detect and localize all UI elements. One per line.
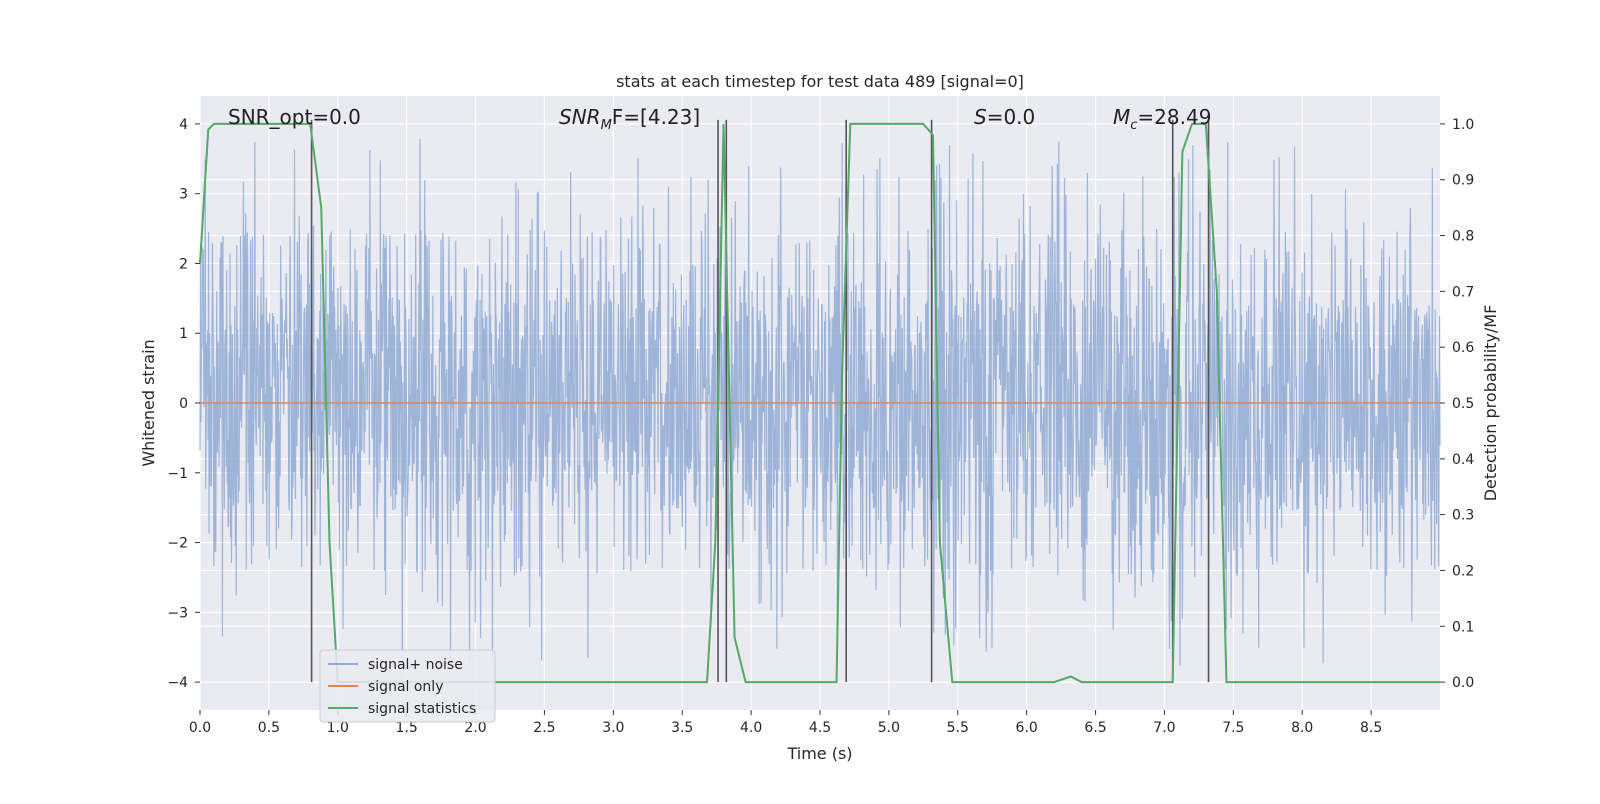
chart-title: stats at each timestep for test data 489… bbox=[616, 72, 1024, 91]
y-right-tick-label: 0.2 bbox=[1452, 563, 1474, 579]
x-tick-label: 7.0 bbox=[1153, 720, 1175, 736]
legend: signal+ noise signal only signal statist… bbox=[319, 649, 496, 723]
legend-label-signal-only: signal only bbox=[368, 679, 443, 695]
annotation-s: S=0.0 bbox=[974, 105, 1035, 129]
x-tick-label: 1.5 bbox=[396, 720, 418, 736]
annotation-mc: Mc=28.49 bbox=[1113, 105, 1211, 133]
x-tick-label: 3.5 bbox=[671, 720, 693, 736]
annotation-snr-mf-sub: M bbox=[601, 118, 612, 133]
y-left-ticks: −4 −3 −2 −1 0 1 2 3 4 bbox=[167, 117, 200, 691]
y-left-tick-label: 1 bbox=[179, 326, 188, 342]
x-tick-label: 4.5 bbox=[809, 720, 831, 736]
x-tick-label: 6.5 bbox=[1084, 720, 1106, 736]
y-right-tick-label: 0.5 bbox=[1452, 396, 1474, 412]
y-right-tick-label: 0.9 bbox=[1452, 173, 1474, 189]
x-tick-label: 8.0 bbox=[1291, 720, 1313, 736]
legend-box bbox=[319, 649, 496, 723]
annotation-mc-rest: =28.49 bbox=[1137, 105, 1211, 129]
y-left-tick-label: −1 bbox=[167, 466, 188, 482]
legend-label-signal-statistics: signal statistics bbox=[368, 701, 476, 717]
y-right-tick-label: 1.0 bbox=[1452, 117, 1474, 133]
y-left-tick-label: 4 bbox=[179, 117, 188, 133]
signal-statistics-series bbox=[199, 122, 1440, 684]
x-tick-label: 7.5 bbox=[1222, 720, 1244, 736]
x-tick-label: 2.0 bbox=[464, 720, 486, 736]
y-right-tick-label: 0.8 bbox=[1452, 229, 1474, 245]
annotation-s-main: S bbox=[974, 105, 987, 129]
y-left-tick-label: −4 bbox=[167, 675, 188, 691]
y-left-tick-label: −2 bbox=[167, 536, 188, 552]
y-right-tick-label: 0.3 bbox=[1452, 508, 1474, 524]
x-tick-label: 0.0 bbox=[189, 720, 211, 736]
annotation-s-rest: =0.0 bbox=[987, 105, 1036, 129]
legend-label-signal-noise: signal+ noise bbox=[368, 657, 463, 673]
signal-noise-series bbox=[199, 138, 1441, 667]
annotation-snr-mf-rest: F=[4.23] bbox=[612, 105, 700, 129]
x-tick-label: 5.0 bbox=[878, 720, 900, 736]
x-tick-label: 1.0 bbox=[327, 720, 349, 736]
x-tick-label: 6.0 bbox=[1016, 720, 1038, 736]
y-right-tick-label: 0.0 bbox=[1452, 675, 1474, 691]
y-right-tick-label: 0.4 bbox=[1452, 452, 1474, 468]
y-right-ticks: 0.0 0.1 0.2 0.3 0.4 0.5 0.6 0.7 0.8 0.9 1.0 bbox=[1440, 117, 1474, 691]
x-tick-label: 2.5 bbox=[533, 720, 555, 736]
y-left-tick-label: 2 bbox=[179, 256, 188, 272]
y-right-axis-label: Detection probability/MF bbox=[1481, 305, 1500, 502]
x-tick-label: 8.5 bbox=[1360, 720, 1382, 736]
y-right-tick-label: 0.6 bbox=[1452, 340, 1474, 356]
x-tick-label: 3.0 bbox=[602, 720, 624, 736]
annotation-mc-sub: c bbox=[1130, 118, 1137, 133]
annotation-mc-main: M bbox=[1113, 105, 1130, 129]
y-left-tick-label: 0 bbox=[179, 396, 188, 412]
signal-statistics-line bbox=[199, 122, 1440, 684]
x-tick-label: 5.5 bbox=[947, 720, 969, 736]
x-tick-label: 0.5 bbox=[258, 720, 280, 736]
signal-noise-line bbox=[199, 138, 1441, 667]
x-axis-label: Time (s) bbox=[786, 744, 852, 763]
x-ticks: 0.0 0.5 1.0 1.5 2.0 2.5 3.0 3.5 4.0 4.5 5.0 5.5 6.0 6… bbox=[189, 710, 1382, 736]
y-left-tick-label: 3 bbox=[179, 187, 188, 203]
annotation-snr-opt: SNR_opt=0.0 bbox=[228, 105, 361, 129]
x-tick-label: 4.0 bbox=[740, 720, 762, 736]
annotation-snr-mf-main: SNR bbox=[559, 105, 601, 129]
y-left-tick-label: −3 bbox=[167, 605, 188, 621]
y-right-tick-label: 0.7 bbox=[1452, 284, 1474, 300]
y-left-axis-label: Whitened strain bbox=[139, 339, 158, 466]
y-right-tick-label: 0.1 bbox=[1452, 619, 1474, 635]
annotation-snr-mf: SNRMF=[4.23] bbox=[559, 105, 700, 133]
